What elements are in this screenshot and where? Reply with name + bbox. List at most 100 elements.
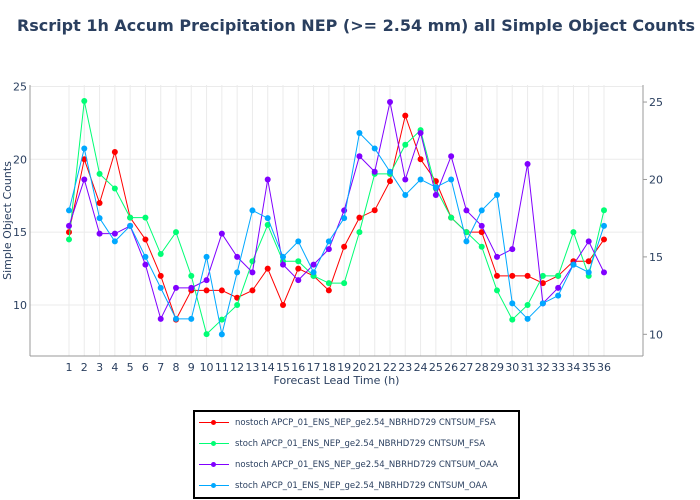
data-point	[280, 302, 286, 309]
legend-item[interactable]: nostoch APCP_01_ENS_NEP_ge2.54_NBRHD729 …	[195, 454, 518, 475]
data-point	[387, 99, 393, 106]
x-tick-label: 23	[398, 361, 412, 374]
x-tick-label: 36	[597, 361, 611, 374]
x-tick-label: 4	[111, 361, 118, 374]
data-point	[111, 238, 118, 245]
data-point	[142, 236, 149, 243]
data-point	[478, 243, 485, 250]
data-point	[601, 236, 607, 243]
data-point	[96, 170, 103, 177]
x-tick-label: 9	[188, 361, 195, 374]
data-point	[494, 191, 500, 198]
x-tick-label: 33	[551, 361, 565, 374]
data-point	[432, 191, 439, 198]
data-point	[111, 185, 118, 192]
x-tick-label: 18	[322, 361, 336, 374]
legend-item[interactable]: stoch APCP_01_ENS_NEP_ge2.54_NBRHD729 CN…	[195, 475, 518, 496]
x-tick-label: 2	[81, 361, 88, 374]
data-point	[218, 316, 225, 323]
x-tick-label: 22	[383, 361, 397, 374]
x-tick-label: 28	[475, 361, 489, 374]
data-point	[417, 156, 424, 163]
data-point	[555, 284, 562, 291]
series-line	[68, 131, 605, 335]
legend-item[interactable]: stoch APCP_01_ENS_NEP_ge2.54_NBRHD729 CN…	[195, 433, 518, 454]
data-point	[218, 287, 225, 294]
data-point	[356, 130, 363, 137]
data-point	[524, 272, 531, 279]
data-point	[203, 277, 210, 284]
x-tick-label: 34	[566, 361, 580, 374]
x-tick-label: 14	[261, 361, 275, 374]
y2-tick-label: 25	[649, 96, 663, 109]
x-tick-label: 10	[200, 361, 214, 374]
y-axis-title: Simple Object Counts	[1, 161, 14, 280]
data-point	[66, 236, 72, 243]
data-point	[341, 215, 348, 222]
x-tick-label: 1	[66, 361, 73, 374]
x-tick-label: 8	[173, 361, 180, 374]
data-point	[463, 238, 470, 245]
data-point	[310, 269, 317, 276]
data-point	[341, 280, 348, 287]
y2-tick-label: 20	[649, 173, 663, 186]
x-tick-label: 26	[444, 361, 458, 374]
series-line	[68, 113, 605, 321]
data-point	[448, 176, 455, 183]
data-point	[448, 153, 455, 160]
data-point	[203, 253, 210, 260]
data-point	[509, 300, 516, 307]
series-line	[68, 101, 605, 321]
data-point	[142, 261, 149, 268]
data-point	[402, 112, 409, 119]
data-point	[417, 130, 424, 137]
x-tick-label: 31	[521, 361, 535, 374]
data-point	[387, 168, 393, 175]
data-point	[402, 176, 409, 183]
x-tick-label: 27	[459, 361, 473, 374]
data-point	[157, 272, 164, 279]
x-tick-label: 25	[429, 361, 443, 374]
data-point	[157, 284, 164, 291]
x-tick-label: 11	[215, 361, 229, 374]
data-point	[555, 292, 562, 299]
data-point	[249, 287, 256, 294]
data-point	[188, 315, 195, 322]
data-point	[356, 229, 363, 236]
legend: nostoch APCP_01_ENS_NEP_ge2.54_NBRHD729 …	[193, 410, 520, 499]
data-point	[310, 261, 317, 268]
x-tick-label: 20	[352, 361, 366, 374]
x-tick-label: 3	[96, 361, 103, 374]
x-tick-label: 32	[536, 361, 550, 374]
data-point	[585, 258, 592, 265]
data-point	[81, 156, 88, 163]
data-point	[478, 229, 485, 236]
y-tick-label: 25	[13, 80, 27, 93]
data-point	[494, 287, 500, 294]
x-tick-label: 13	[245, 361, 259, 374]
data-point	[325, 287, 332, 294]
data-point	[280, 261, 286, 268]
data-point	[539, 300, 546, 307]
series-line	[68, 100, 605, 336]
data-point	[478, 207, 485, 214]
data-point	[570, 229, 577, 236]
x-tick-label: 5	[127, 361, 134, 374]
x-tick-label: 24	[414, 361, 428, 374]
data-point	[448, 214, 455, 221]
x-tick-label: 35	[582, 361, 596, 374]
data-point	[96, 215, 103, 222]
data-point	[371, 207, 378, 214]
data-point	[218, 331, 225, 338]
legend-swatch	[199, 439, 229, 449]
legend-swatch	[199, 481, 229, 491]
data-point	[539, 280, 546, 287]
data-point	[173, 229, 179, 236]
data-point	[66, 207, 72, 214]
legend-item[interactable]: nostoch APCP_01_ENS_NEP_ge2.54_NBRHD729 …	[195, 412, 518, 433]
data-point	[173, 284, 179, 291]
data-point	[249, 207, 256, 214]
data-point	[218, 230, 225, 237]
x-tick-label: 7	[157, 361, 164, 374]
